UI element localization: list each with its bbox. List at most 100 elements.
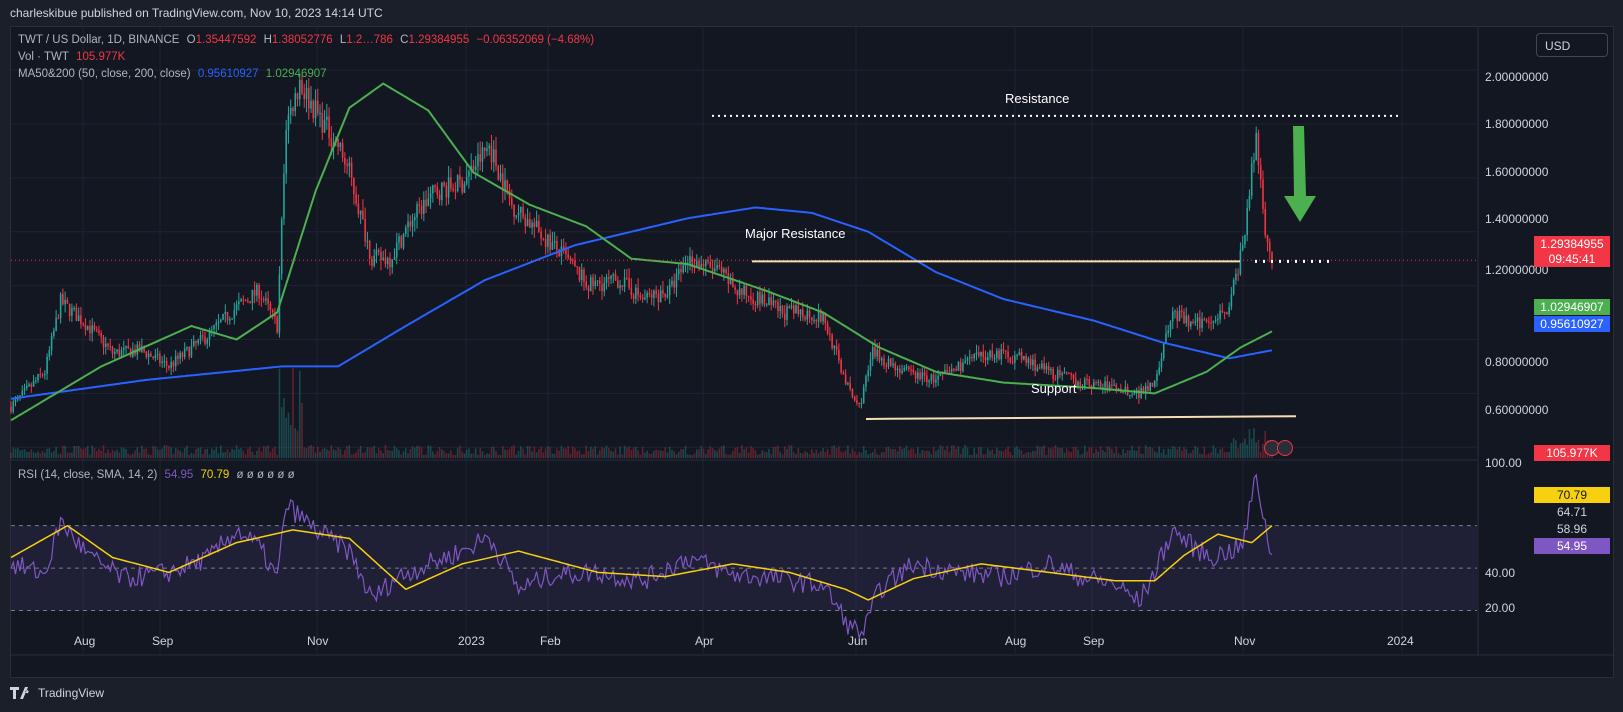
volume-bar — [118, 452, 121, 458]
volume-bar — [1043, 445, 1045, 458]
volume-bar — [98, 448, 100, 458]
footer-brand[interactable]: TradingView — [10, 686, 104, 700]
volume-bar — [274, 446, 276, 458]
volume-bar — [1072, 446, 1075, 458]
candle-body — [910, 369, 912, 371]
volume-bar — [490, 446, 493, 458]
volume-bar — [725, 453, 727, 458]
candle-body — [513, 204, 515, 217]
currency-selector[interactable]: USD — [1536, 33, 1608, 57]
volume-bar — [736, 447, 739, 458]
ma-legend[interactable]: MA50&200 (50, close, 200, close) 0.95610… — [18, 68, 327, 80]
volume-bar — [594, 446, 597, 458]
candle-body — [705, 260, 707, 267]
volume-bar — [917, 447, 919, 458]
volume-bar — [1214, 448, 1217, 458]
candle-body — [977, 352, 980, 356]
volume-bar — [592, 448, 594, 458]
candle-body — [754, 304, 757, 306]
volume-bar — [641, 447, 644, 458]
candle-body — [328, 116, 330, 139]
candle-body — [1034, 359, 1036, 371]
candle-body — [436, 187, 439, 195]
volume-bar — [711, 448, 714, 458]
volume-bar — [113, 451, 116, 458]
volume-bar — [154, 446, 157, 458]
us-flag-icon[interactable] — [1277, 440, 1293, 456]
candle-body — [944, 370, 946, 374]
candle-body — [858, 402, 860, 405]
rsi-legend[interactable]: RSI (14, close, SMA, 14, 2) 54.95 70.79 … — [18, 469, 295, 481]
volume-bar — [1237, 448, 1239, 458]
candle-body — [53, 330, 55, 336]
candle-body — [626, 277, 628, 279]
candle-body — [152, 356, 154, 359]
candle-body — [709, 262, 712, 268]
symbol-legend[interactable]: TWT / US Dollar, 1D, BINANCE O1.35447592… — [18, 34, 595, 46]
candle-body — [231, 318, 233, 320]
volume-bar — [1122, 448, 1124, 458]
volume-bar — [1169, 449, 1172, 458]
volume-bar — [1014, 447, 1016, 458]
candle-body — [650, 294, 653, 298]
time-tick: Feb — [540, 634, 561, 648]
volume-bar — [10, 452, 12, 458]
volume-legend[interactable]: Vol · TWT 105.977K — [18, 51, 126, 63]
volume-bar — [1086, 451, 1088, 458]
ma-fast-value: 0.95610927 — [197, 68, 259, 80]
volume-bar — [310, 445, 312, 458]
volume-bar — [515, 454, 518, 458]
candle-body — [720, 266, 723, 273]
candle-body — [700, 264, 703, 268]
volume-bar — [127, 453, 130, 458]
volume-bar — [892, 449, 894, 458]
volume-bar — [488, 453, 491, 458]
volume-bar — [632, 447, 635, 458]
volume-bar — [326, 449, 328, 458]
volume-bar — [675, 454, 678, 458]
volume-bar — [1140, 453, 1142, 458]
candle-body — [1063, 372, 1066, 374]
candle-body — [479, 154, 481, 162]
candle-body — [1165, 333, 1167, 344]
rsi-upper-badge: 64.71 — [1534, 504, 1610, 520]
volume-bar — [608, 447, 610, 458]
volume-bar — [603, 448, 606, 458]
volume-bar — [1054, 445, 1057, 458]
candle-body — [14, 399, 17, 403]
candle-body — [289, 108, 292, 115]
volume-bar — [520, 446, 522, 458]
volume-bar — [206, 448, 209, 458]
rsi-tick: 20.00 — [1485, 601, 1516, 615]
candle-body — [210, 329, 213, 331]
volume-bar — [26, 451, 28, 458]
candle-body — [1014, 355, 1016, 363]
volume-bar — [1065, 448, 1068, 458]
volume-bar — [348, 445, 351, 458]
candle-body — [923, 372, 926, 376]
candle-body — [991, 350, 994, 359]
candle-body — [508, 190, 511, 199]
candle-body — [993, 358, 996, 360]
candle-body — [538, 220, 540, 232]
volume-bar — [391, 450, 394, 458]
volume-bar — [1178, 446, 1181, 458]
volume-bar — [1196, 447, 1199, 458]
candle-body — [21, 390, 24, 396]
volume-bar — [1126, 450, 1129, 458]
candle-body — [894, 363, 897, 371]
volume-bar — [199, 447, 202, 458]
volume-bar — [869, 453, 872, 458]
candle-body — [635, 287, 637, 299]
candle-body — [443, 182, 445, 186]
candle-body — [989, 350, 991, 358]
candle-body — [556, 240, 558, 250]
candle-body — [1095, 382, 1097, 384]
candle-body — [752, 299, 754, 305]
candle-body — [344, 158, 346, 165]
candle-body — [1016, 355, 1018, 357]
candle-body — [889, 358, 892, 366]
candle-body — [37, 374, 39, 381]
volume-bar — [955, 448, 957, 458]
